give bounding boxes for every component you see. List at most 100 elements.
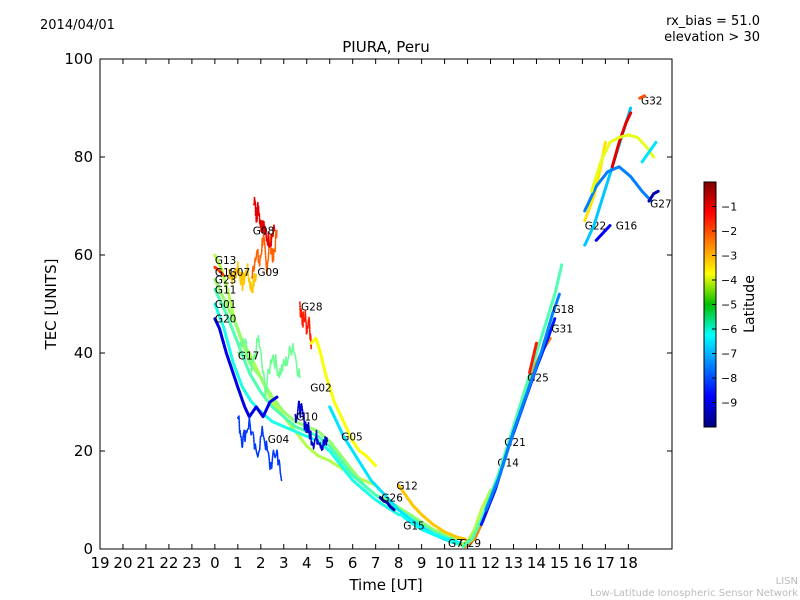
prn-label: G15 bbox=[403, 520, 425, 532]
prn-label: G7 bbox=[448, 538, 463, 550]
series-g04: G04 bbox=[237, 415, 290, 482]
series-line bbox=[213, 278, 458, 541]
series-line bbox=[213, 317, 279, 419]
x-axis-title: Time [UT] bbox=[348, 576, 422, 594]
series-line bbox=[590, 133, 656, 193]
prn-label: G31 bbox=[551, 324, 573, 336]
series-g21: G21 bbox=[461, 263, 564, 548]
series-line bbox=[459, 488, 492, 547]
x-tick-label: 9 bbox=[417, 554, 427, 572]
series-g16b bbox=[594, 224, 612, 242]
y-tick-label: 0 bbox=[83, 540, 93, 558]
series-g29: G29 bbox=[459, 488, 492, 549]
series-line bbox=[237, 334, 301, 401]
x-tick-label: 13 bbox=[504, 554, 523, 572]
series-line bbox=[594, 224, 612, 242]
elevation-label: elevation > 30 bbox=[664, 30, 760, 45]
prn-label: G13 bbox=[215, 255, 237, 267]
x-tick-label: 19 bbox=[90, 554, 109, 572]
series-line bbox=[378, 496, 396, 512]
colorbar-tick-label: −4 bbox=[721, 274, 737, 287]
series-g32: G32 bbox=[610, 96, 663, 169]
prn-label: G17 bbox=[238, 350, 260, 362]
series-g26: G26 bbox=[378, 493, 403, 512]
plot-frame bbox=[99, 58, 673, 550]
prn-label: G27 bbox=[650, 199, 672, 211]
prn-label: G32 bbox=[641, 96, 663, 108]
series-g32d bbox=[638, 94, 646, 100]
rx-bias-label: rx_bias = 51.0 bbox=[666, 14, 760, 29]
colorbar-tick-label: −2 bbox=[721, 225, 737, 238]
series-g16: G16 bbox=[583, 165, 653, 233]
series-line bbox=[227, 261, 257, 294]
x-tick-label: 4 bbox=[302, 554, 312, 572]
x-tick-label: 5 bbox=[325, 554, 335, 572]
prn-label: G12 bbox=[396, 480, 418, 492]
series-line bbox=[397, 483, 467, 541]
prn-label: G23 bbox=[215, 275, 237, 287]
y-tick-label: 80 bbox=[74, 148, 93, 166]
x-tick-label: 11 bbox=[458, 554, 477, 572]
y-tick-label: 100 bbox=[64, 50, 93, 68]
series-line bbox=[253, 196, 276, 248]
x-tick-label: 21 bbox=[136, 554, 155, 572]
series-line bbox=[309, 336, 378, 468]
x-tick-label: 10 bbox=[435, 554, 454, 572]
prn-label: G22 bbox=[585, 221, 607, 233]
y-axis-title: TEC [UNITS] bbox=[42, 259, 60, 351]
prn-label: G08 bbox=[253, 226, 275, 238]
series-line bbox=[237, 415, 283, 482]
x-tick-label: 0 bbox=[210, 554, 220, 572]
colorbar-tick-label: −9 bbox=[721, 397, 737, 410]
series-line bbox=[294, 400, 329, 452]
series-g09: G09 bbox=[250, 229, 279, 279]
series-g23: G23 bbox=[213, 275, 458, 541]
series-line bbox=[213, 302, 401, 517]
series-g11: G11 bbox=[213, 284, 458, 544]
x-tick-label: 18 bbox=[619, 554, 638, 572]
colorbar-ticks: −1 −2 −3 −4 −5 −6 −7 −8 −9 bbox=[712, 201, 737, 410]
prn-label: G16 bbox=[616, 221, 638, 233]
series-line bbox=[213, 287, 458, 544]
series-g20: G20 bbox=[213, 314, 279, 419]
prn-label: G02 bbox=[310, 382, 332, 394]
series-line bbox=[213, 265, 225, 277]
prn-label: G04 bbox=[268, 434, 290, 446]
series-g18: G18 bbox=[484, 292, 575, 512]
series-line bbox=[528, 341, 538, 375]
x-tick-label: 20 bbox=[113, 554, 132, 572]
credit-short: LISN bbox=[775, 576, 798, 587]
series-line bbox=[583, 165, 653, 213]
prn-label: G18 bbox=[553, 304, 575, 316]
series-g28: G28 bbox=[299, 301, 323, 350]
series-line bbox=[399, 513, 467, 546]
prn-label: G10 bbox=[296, 412, 318, 424]
series-g02: G02 bbox=[309, 336, 378, 468]
colorbar-tick-label: −5 bbox=[721, 299, 737, 312]
prn-label: G01 bbox=[215, 299, 237, 311]
x-tick-label: 8 bbox=[394, 554, 404, 572]
series-g01: G01 bbox=[213, 299, 401, 517]
series-g7: G7 bbox=[447, 538, 463, 550]
series-line bbox=[299, 301, 313, 350]
prn-label: G05 bbox=[341, 431, 363, 443]
series-g31: G31 bbox=[479, 317, 573, 526]
series-line bbox=[484, 292, 561, 512]
prn-label: G07 bbox=[229, 267, 251, 279]
prn-label: G28 bbox=[301, 301, 323, 313]
series-line bbox=[447, 540, 460, 546]
series-g27: G27 bbox=[647, 189, 672, 211]
series-g12: G12 bbox=[396, 480, 467, 541]
series-g32b bbox=[590, 133, 656, 193]
series-g07: G07 bbox=[227, 261, 257, 294]
series-g08: G08 bbox=[253, 196, 276, 248]
x-tick-label: 22 bbox=[159, 554, 178, 572]
series-g32c bbox=[640, 140, 658, 164]
date-label: 2014/04/01 bbox=[40, 18, 115, 33]
series-line bbox=[640, 140, 658, 164]
prn-label: G26 bbox=[381, 493, 403, 505]
series-line bbox=[461, 263, 564, 548]
series-line bbox=[638, 94, 646, 100]
prn-label: G09 bbox=[257, 267, 279, 279]
